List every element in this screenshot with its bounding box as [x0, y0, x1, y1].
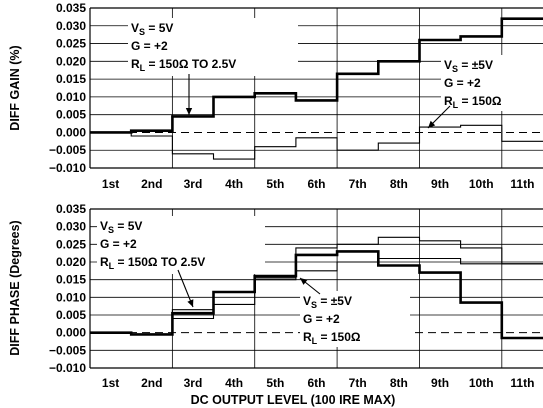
arrow-head: [187, 299, 194, 307]
y-axis-label: DIFF GAIN (%): [8, 45, 22, 130]
annotation-text: RL = 150Ω TO 2.5V: [131, 57, 236, 73]
x-tick-label: 11th: [510, 177, 534, 191]
x-tick-label: 6th: [308, 177, 326, 191]
annotation-text: RL = 150Ω: [303, 330, 361, 346]
series-line-3: [90, 257, 543, 335]
y-tick-label: −0.005: [49, 143, 86, 157]
y-tick-label: −0.010: [49, 361, 86, 375]
annotation-text: G = +2: [131, 39, 168, 53]
y-tick-label: 0.025: [56, 237, 86, 251]
x-tick-label: 9th: [431, 177, 449, 191]
y-axis-label: DIFF PHASE (Degrees): [8, 220, 22, 355]
arrow-head: [300, 278, 308, 285]
x-tick-label: 2nd: [141, 376, 162, 390]
y-tick-label: −0.010: [49, 161, 86, 175]
annotation-text: G = +2: [100, 237, 137, 251]
panel-diff-phase: 0.035 0.030 0.025 0.020 0.015 0.010 0.005 0.000…: [8, 202, 543, 407]
annotation-text: VS = 5V: [131, 21, 173, 37]
x-tick-label: 10th: [469, 376, 494, 390]
x-tick-label: 4th: [225, 376, 243, 390]
x-tick-label: 8th: [390, 376, 408, 390]
panel-diff-gain: 0.035 0.030 0.025 0.020 0.015 0.010 0.005 0.000…: [8, 1, 543, 191]
y-tick-label: 0.030: [56, 19, 86, 33]
x-axis-label: DC OUTPUT LEVEL (100 IRE MAX): [191, 393, 396, 407]
x-tick-label: 7th: [349, 376, 367, 390]
arrow-head: [428, 120, 436, 128]
annotation-text: VS = ±5V: [444, 58, 493, 74]
y-tick-label: 0.010: [56, 290, 86, 304]
y-tick-label: 0.030: [56, 220, 86, 234]
x-tick-label: 10th: [469, 177, 494, 191]
y-tick-label: 0.015: [56, 273, 86, 287]
x-tick-label: 5th: [266, 376, 284, 390]
y-tick-label: 0.000: [56, 326, 86, 340]
x-tick-label: 6th: [308, 376, 326, 390]
y-tick-label: 0.010: [56, 90, 86, 104]
annotation-text: VS = 5V: [100, 219, 142, 235]
series-line-1: [90, 17, 543, 134]
x-tick-label: 8th: [390, 177, 408, 191]
x-tick-label: 1st: [102, 177, 119, 191]
y-tick-label: 0.005: [56, 308, 86, 322]
series-line-2: [90, 124, 543, 160]
annotation-text: RL = 150Ω TO 2.5V: [100, 255, 205, 271]
annotation-bg: [97, 216, 265, 274]
y-tick-label: −0.005: [49, 343, 86, 357]
annotation-text: RL = 150Ω: [444, 94, 502, 110]
x-tick-label: 11th: [510, 376, 534, 390]
x-tick-label: 1st: [102, 376, 119, 390]
y-tick-label: 0.035: [56, 1, 86, 15]
x-tick-label: 9th: [431, 376, 449, 390]
y-tick-label: 0.000: [56, 125, 86, 139]
x-tick-label: 4th: [225, 177, 243, 191]
x-tick-label: 3rd: [184, 376, 203, 390]
annotation-bg: [441, 55, 543, 111]
annotation-text: G = +2: [303, 312, 340, 326]
y-tick-label: 0.020: [56, 255, 86, 269]
y-tick-label: 0.015: [56, 72, 86, 86]
y-tick-label: 0.025: [56, 37, 86, 51]
x-tick-label: 5th: [266, 177, 284, 191]
x-tick-label: 3rd: [184, 177, 203, 191]
y-tick-label: 0.035: [56, 202, 86, 216]
annotation-bg: [300, 291, 410, 347]
x-tick-label: 2nd: [141, 177, 162, 191]
x-tick-label: 7th: [349, 177, 367, 191]
annotation-bg: [128, 18, 298, 76]
annotation-text: G = +2: [444, 76, 481, 90]
annotation-text: VS = ±5V: [303, 294, 352, 310]
y-tick-label: 0.005: [56, 108, 86, 122]
y-tick-label: 0.020: [56, 54, 86, 68]
arrow-head: [185, 108, 193, 115]
